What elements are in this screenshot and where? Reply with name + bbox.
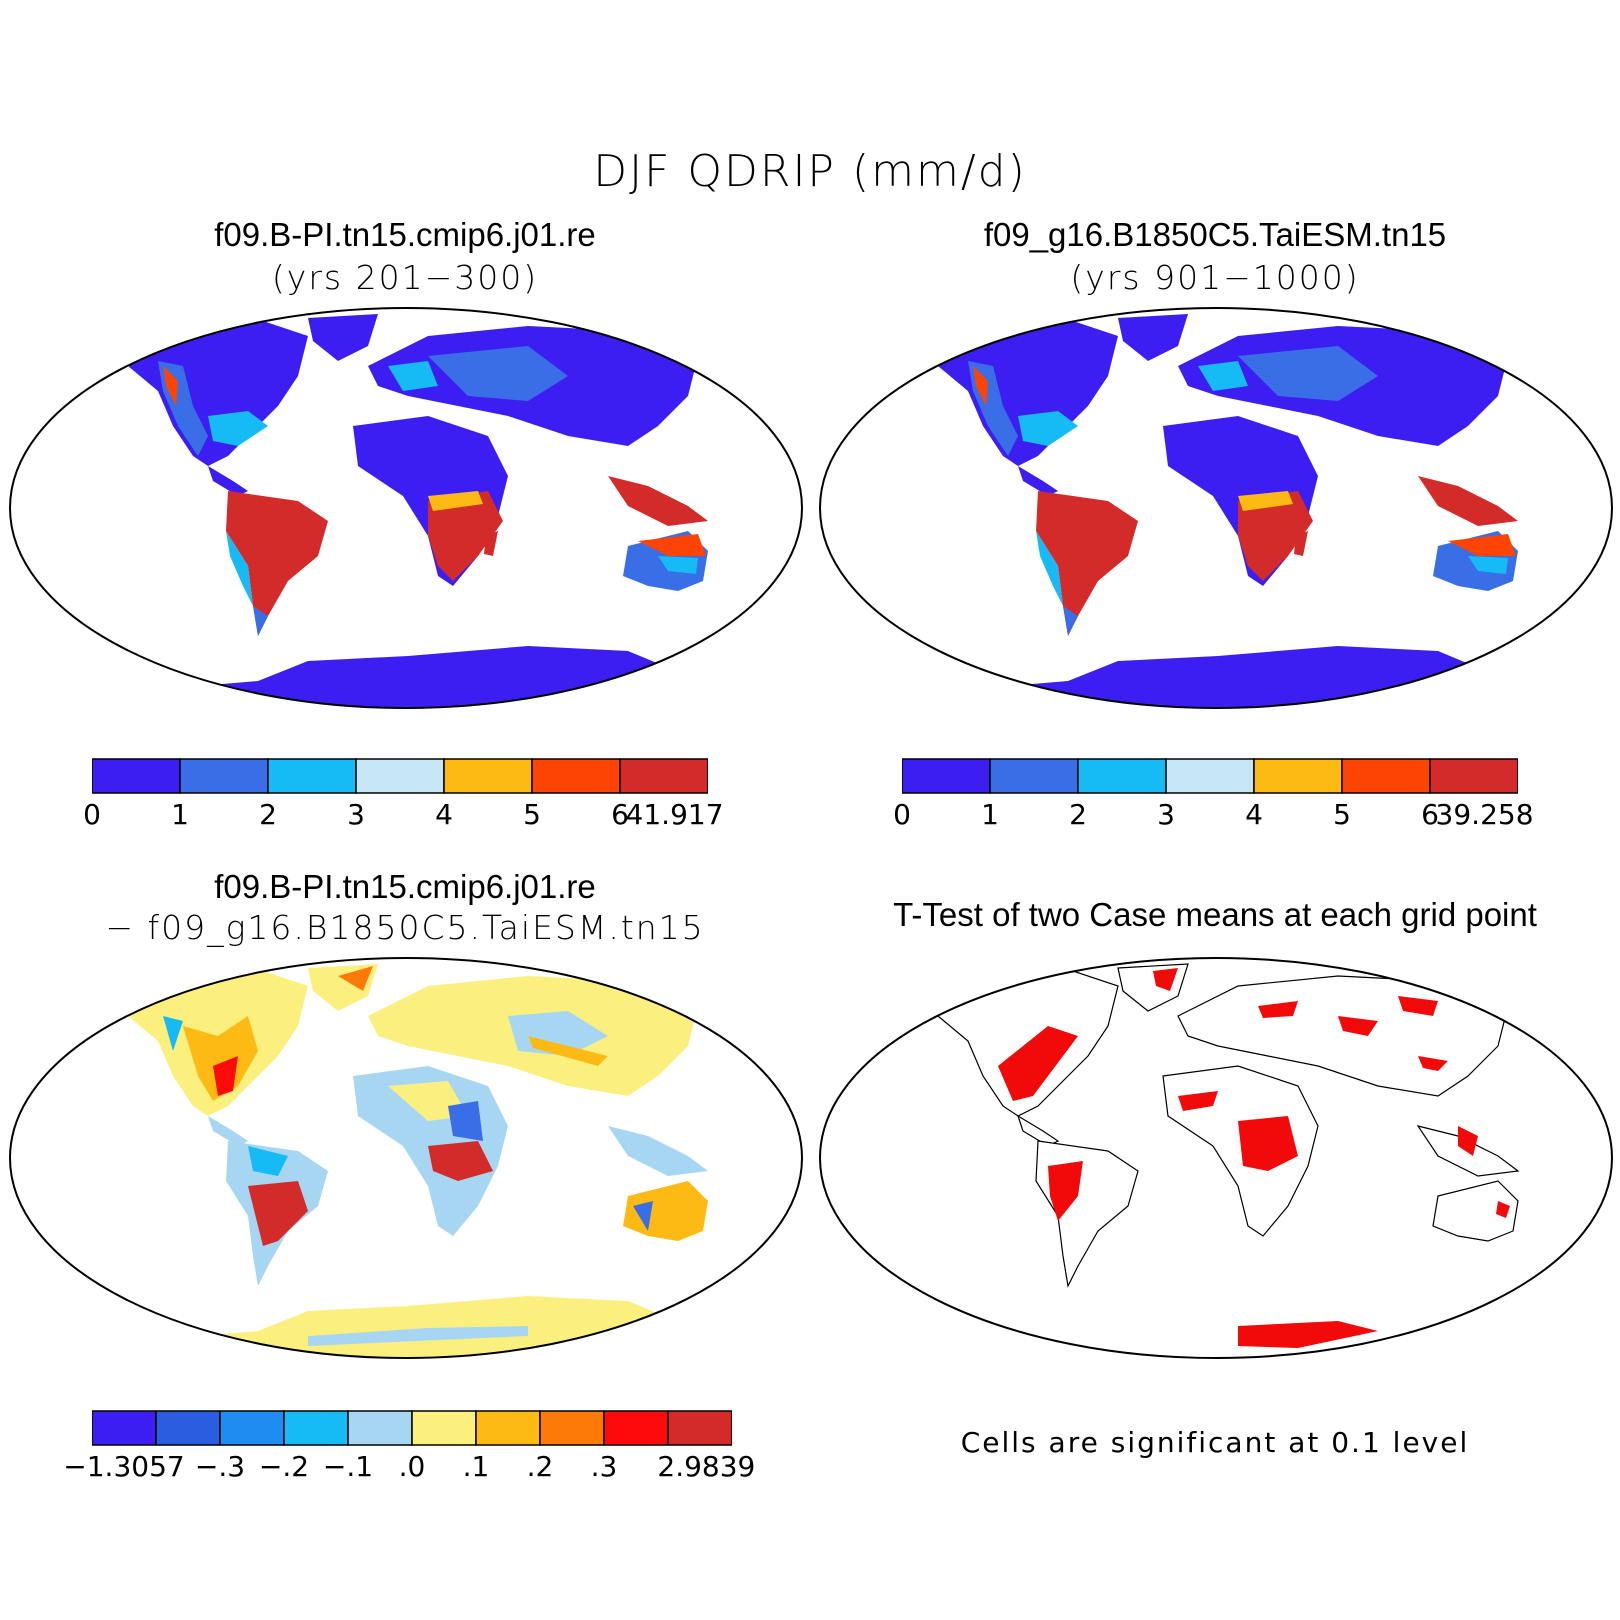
- panel3-title: f09.B-PI.tn15.cmip6.j01.re: [214, 868, 596, 905]
- colorbar-tick-label: −1.3057: [63, 1450, 185, 1483]
- panel3-colorbar-ticks: −1.3057 −.3 −.2 −.1 .0 .1 .2 .3 2.9839: [63, 1450, 755, 1486]
- colorbar-swatch: [267, 758, 357, 794]
- colorbar-swatch: [355, 758, 445, 794]
- colorbar-swatch: [475, 1410, 541, 1446]
- colorbar-swatch: [1077, 758, 1167, 794]
- colorbar-tick-label: .2: [526, 1450, 554, 1483]
- panel2-title: f09_g16.B1850C5.TaiESM.tn15: [983, 216, 1447, 253]
- panel4-note: Cells are significant at 0.1 level: [960, 1426, 1470, 1459]
- colorbar-tick-label: 41.917: [625, 798, 724, 831]
- colorbar-swatch: [1253, 758, 1343, 794]
- panel2-colorbar-ticks: 0 1 2 3 4 5 6 39.258: [893, 798, 1533, 834]
- panel3-map-svg: [9, 957, 803, 1359]
- panel3-colorbar: [91, 1410, 733, 1446]
- panel3-subtitle: − f09_g16.B1850C5.TaiESM.tn15: [105, 908, 705, 947]
- colorbar-swatch: [1341, 758, 1431, 794]
- colorbar-tick-label: −.3: [194, 1450, 246, 1483]
- colorbar-swatch: [219, 1410, 285, 1446]
- colorbar-swatch: [283, 1410, 349, 1446]
- colorbar-swatch: [531, 758, 621, 794]
- colorbar-swatch: [411, 1410, 477, 1446]
- colorbar-tick-label: .1: [462, 1450, 490, 1483]
- colorbar-tick-label: 3: [1157, 798, 1175, 831]
- colorbar-tick-label: −.1: [322, 1450, 374, 1483]
- colorbar-tick-label: 5: [1333, 798, 1351, 831]
- colorbar-swatch: [539, 1410, 605, 1446]
- panel3-map: [8, 956, 804, 1360]
- panel1-title: f09.B-PI.tn15.cmip6.j01.re: [214, 216, 596, 253]
- colorbar-tick-label: 6: [611, 798, 629, 831]
- panel2-colorbar: [901, 758, 1519, 794]
- colorbar-tick-label: 5: [523, 798, 541, 831]
- colorbar-tick-label: 4: [1245, 798, 1263, 831]
- colorbar-tick-label: 2.9839: [657, 1450, 756, 1483]
- colorbar-swatch: [347, 1410, 413, 1446]
- colorbar-swatch: [179, 758, 269, 794]
- panel4-map: [818, 956, 1614, 1360]
- colorbar-tick-label: 0: [83, 798, 101, 831]
- colorbar-swatch: [989, 758, 1079, 794]
- colorbar-tick-label: .0: [398, 1450, 426, 1483]
- colorbar-swatch: [1165, 758, 1255, 794]
- panel4-map-svg: [819, 957, 1613, 1359]
- colorbar-swatch: [619, 758, 709, 794]
- colorbar-swatch: [155, 1410, 221, 1446]
- colorbar-tick-label: 2: [259, 798, 277, 831]
- colorbar-swatch: [901, 758, 991, 794]
- panel2-map-svg: [819, 307, 1613, 709]
- colorbar-swatch: [443, 758, 533, 794]
- panel4-title: T-Test of two Case means at each grid po…: [893, 896, 1537, 933]
- colorbar-swatch: [603, 1410, 669, 1446]
- colorbar-tick-label: .3: [590, 1450, 618, 1483]
- colorbar-tick-label: 3: [347, 798, 365, 831]
- colorbar-tick-label: 39.258: [1435, 798, 1534, 831]
- colorbar-swatch: [91, 1410, 157, 1446]
- panel1-map: [8, 306, 804, 710]
- colorbar-tick-label: 0: [893, 798, 911, 831]
- colorbar-swatch: [667, 1410, 733, 1446]
- panel2-colorbar-svg: [901, 758, 1519, 794]
- panel1-map-svg: [9, 307, 803, 709]
- panel2-subtitle: (yrs 901−1000): [1070, 258, 1360, 297]
- colorbar-swatch: [91, 758, 181, 794]
- colorbar-tick-label: 1: [171, 798, 189, 831]
- panel2-map: [818, 306, 1614, 710]
- colorbar-tick-label: 1: [981, 798, 999, 831]
- panel3-colorbar-svg: [91, 1410, 733, 1446]
- colorbar-tick-label: 2: [1069, 798, 1087, 831]
- panel1-colorbar: [91, 758, 709, 794]
- panel1-colorbar-svg: [91, 758, 709, 794]
- figure-title: DJF QDRIP (mm/d): [593, 146, 1027, 197]
- colorbar-tick-label: −.2: [258, 1450, 310, 1483]
- colorbar-swatch: [1429, 758, 1519, 794]
- panel1-colorbar-ticks: 0 1 2 3 4 5 6 41.917: [83, 798, 723, 834]
- colorbar-tick-label: 6: [1421, 798, 1439, 831]
- colorbar-tick-label: 4: [435, 798, 453, 831]
- panel1-subtitle: (yrs 201−300): [271, 258, 539, 297]
